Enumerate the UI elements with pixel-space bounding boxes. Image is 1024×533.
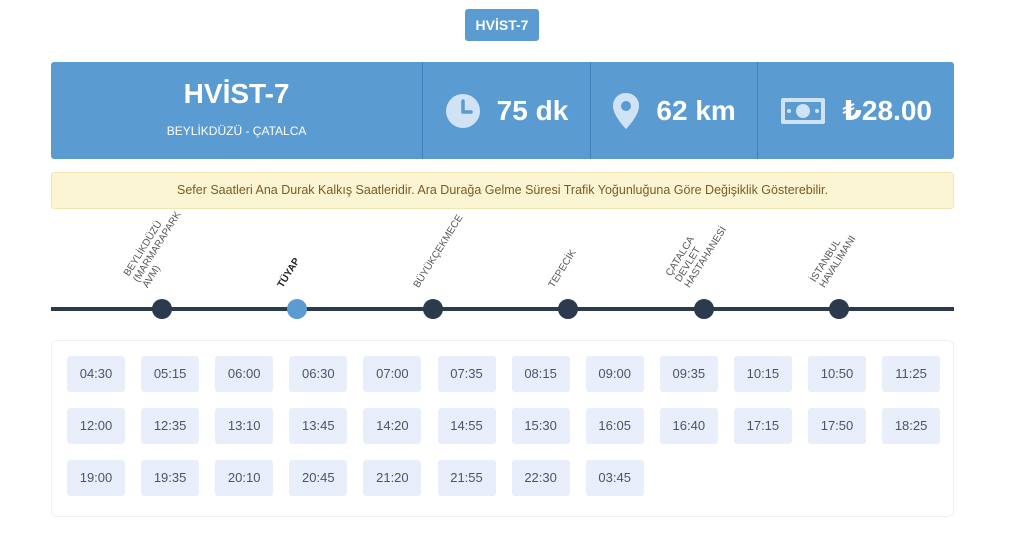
route-code: HVİST-7 [183,78,290,109]
departure-times-panel: 04:30 05:15 06:00 06:30 07:00 07:35 08:15 09:00… [51,340,954,517]
route-name: BEYLİKDÜZÜ - ÇATALCA [166,124,307,138]
schedule-notice: Sefer Saatleri Ana Durak Kalkış Saatleri… [51,172,954,209]
duration-stat: 75 dk [423,62,591,159]
departure-time[interactable]: 19:35 [141,460,200,496]
departure-time[interactable]: 12:00 [67,408,125,444]
departure-time[interactable]: 19:00 [67,460,125,496]
departure-time[interactable]: 06:30 [289,356,348,392]
departure-time[interactable]: 16:05 [585,408,644,444]
departure-time[interactable]: 03:45 [585,460,644,496]
departure-time[interactable]: 07:00 [363,356,422,392]
route-info-card: HVİST-7 BEYLİKDÜZÜ - ÇATALCA 75 dk 62 km [51,62,954,159]
map-pin-icon [612,92,640,130]
departure-time[interactable]: 09:00 [585,356,644,392]
distance-stat: 62 km [591,62,759,159]
route-badge-button[interactable]: HVİST-7 [465,9,539,41]
departure-time[interactable]: 14:20 [363,408,422,444]
route-stop-label: BEYLİKDÜZÜ (MARMARAPARK AVM) [122,204,193,290]
departure-time[interactable]: 10:50 [808,356,866,392]
route-stop-dot[interactable] [558,299,578,319]
route-stop-label: İSTANBUL HAVALİMANI [808,228,858,290]
route-line [51,307,954,311]
money-bill-icon [780,96,826,126]
stop-label-line: TÜYAP [275,256,303,290]
departure-time[interactable]: 07:35 [437,356,496,392]
departure-time[interactable]: 13:10 [215,408,274,444]
departure-time[interactable]: 12:35 [141,408,200,444]
departure-time[interactable]: 21:55 [437,460,496,496]
route-stop-dot[interactable] [423,299,443,319]
departure-time[interactable]: 20:45 [289,460,348,496]
route-stop-dot[interactable] [694,299,714,319]
departure-time[interactable]: 05:15 [141,356,200,392]
departure-time[interactable]: 13:45 [289,408,348,444]
route-stop-label: TEPECİK [547,248,579,290]
duration-value: 75 dk [496,94,569,126]
clock-icon [445,93,481,129]
route-stop-dot[interactable] [829,299,849,319]
departure-time[interactable]: 15:30 [511,408,570,444]
stop-label-line: BÜYÜKÇEKMECE [411,213,466,290]
departure-time[interactable]: 10:15 [733,356,792,392]
route-stop-dot[interactable] [152,299,172,319]
departure-time[interactable]: 17:50 [808,408,866,444]
departure-time[interactable]: 04:30 [67,356,125,392]
departure-time[interactable]: 16:40 [659,408,718,444]
route-stop-dot[interactable] [287,299,307,319]
departure-time[interactable]: 17:15 [733,408,792,444]
route-summary: HVİST-7 BEYLİKDÜZÜ - ÇATALCA [51,62,424,159]
departure-time[interactable]: 08:15 [511,356,570,392]
departure-time[interactable]: 14:55 [437,408,496,444]
route-stop-label: BÜYÜKÇEKMECE [412,213,466,290]
price-value: ₺28.00 [842,95,932,126]
departure-time[interactable]: 20:10 [215,460,274,496]
departure-time[interactable]: 21:20 [363,460,422,496]
departure-time[interactable]: 11:25 [882,356,941,392]
departure-time[interactable]: 09:35 [659,356,718,392]
stop-label-line: TEPECİK [546,247,579,290]
departure-time[interactable]: 22:30 [511,460,570,496]
route-stop-label: ÇATALCA DEVLET HASTAHANESİ [664,213,729,290]
distance-value: 62 km [656,94,736,126]
departure-time[interactable]: 18:25 [882,408,941,444]
route-stop-label: TÜYAP [276,256,303,290]
departure-time[interactable]: 06:00 [215,356,274,392]
price-stat: ₺28.00 [758,62,954,159]
